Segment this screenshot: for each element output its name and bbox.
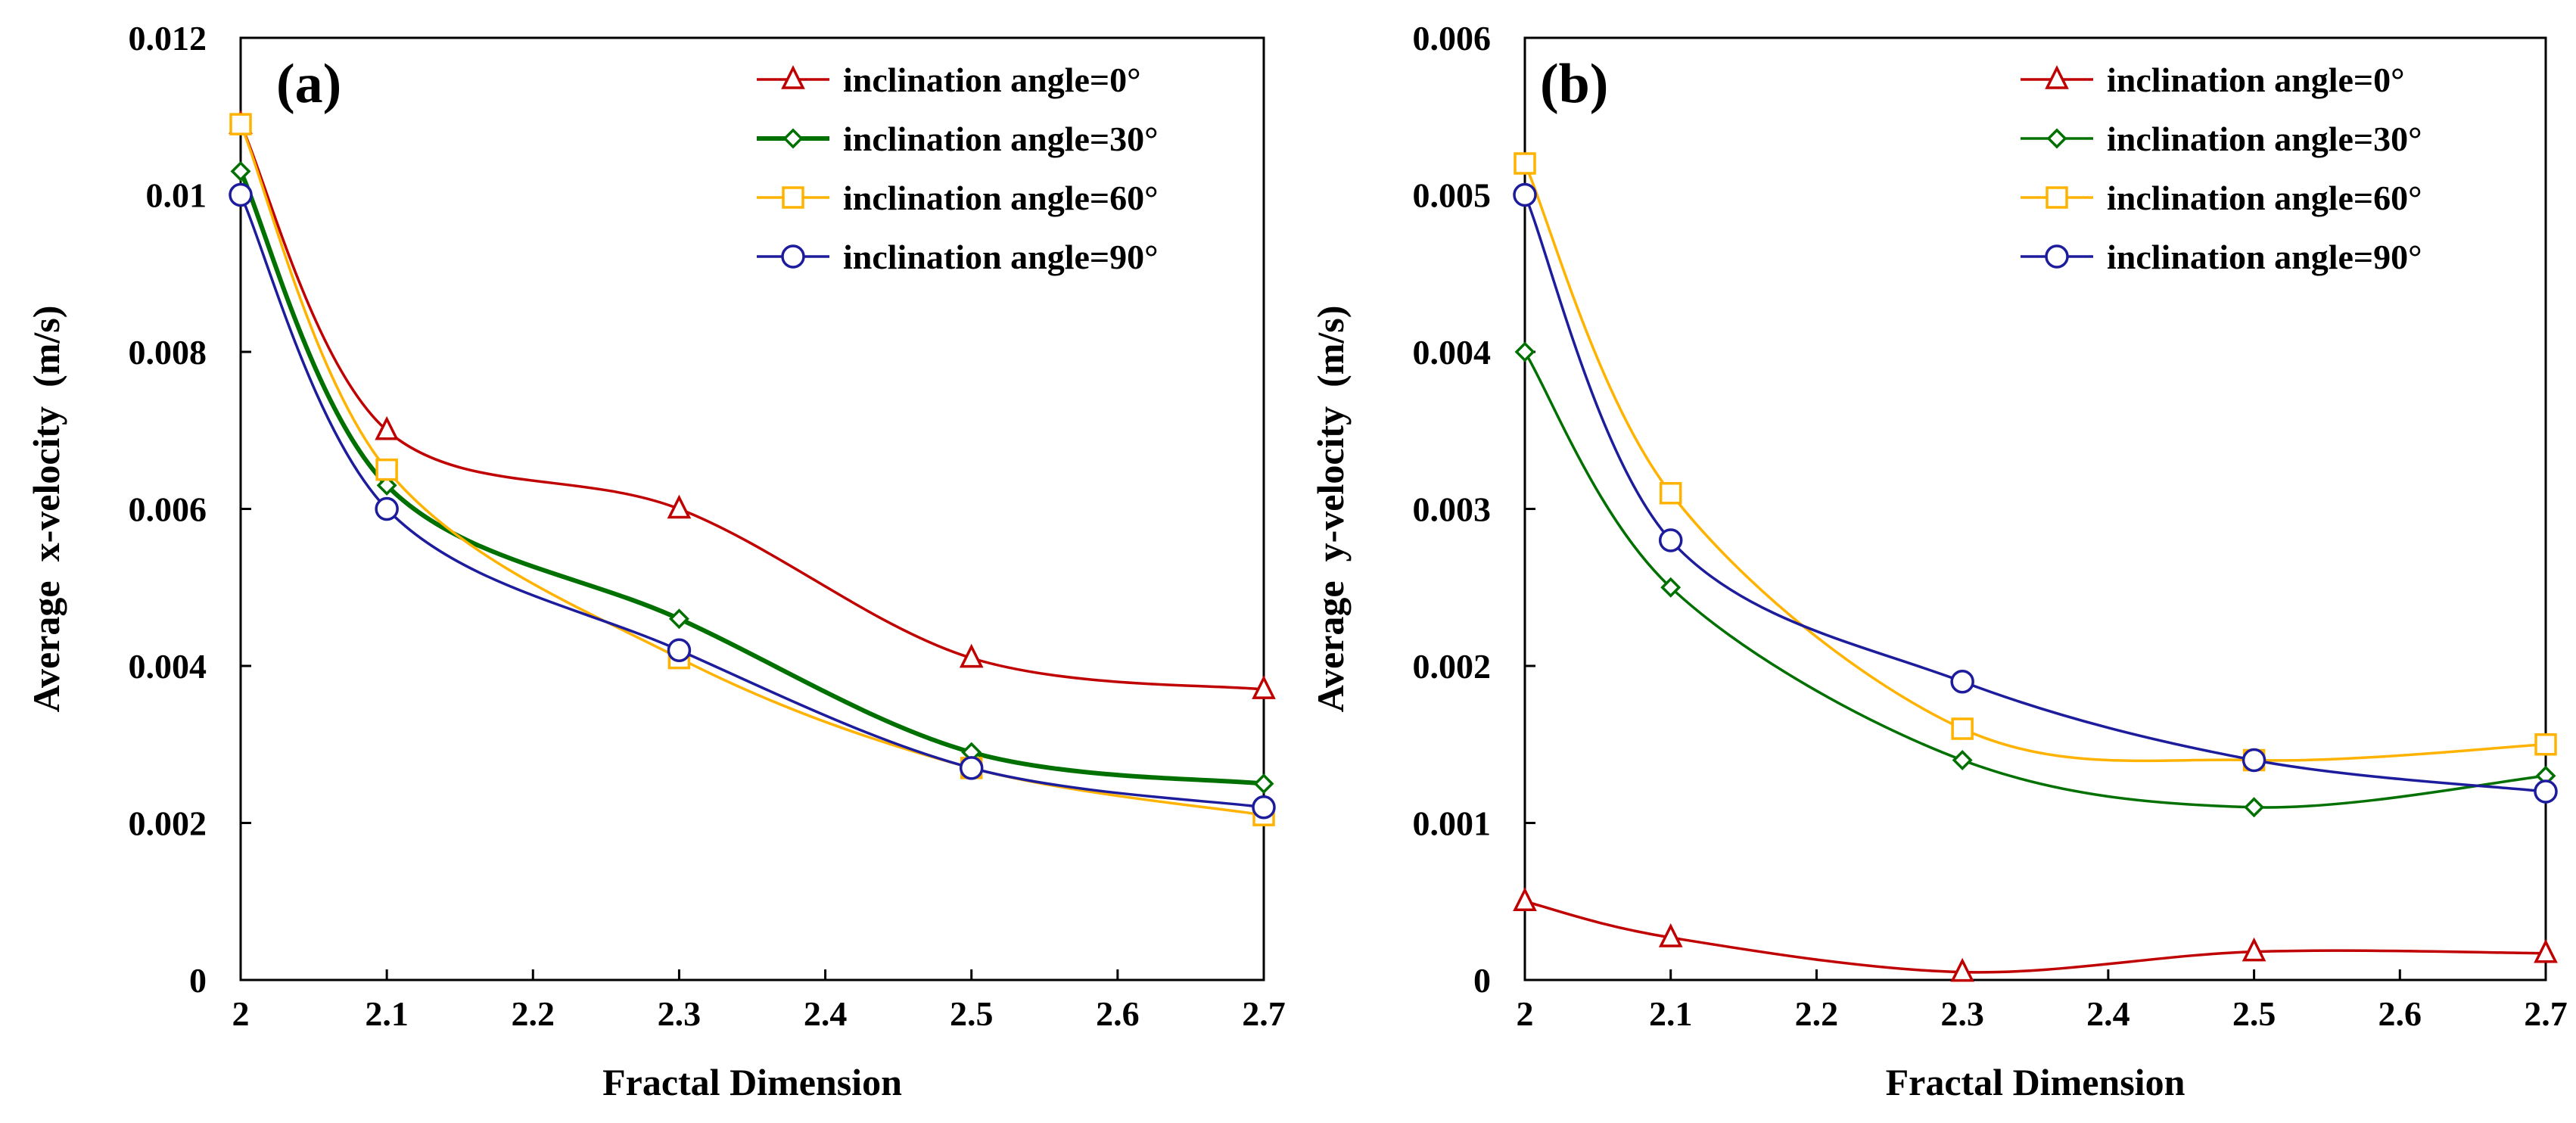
y-tick-label: 0: [1473, 961, 1491, 1000]
legend-label: inclination angle=30°: [843, 120, 1159, 158]
data-point: [1658, 923, 1683, 947]
panel-label: (b): [1540, 53, 1608, 115]
series-1: [1513, 887, 2558, 982]
x-tick-label: 2.2: [1795, 994, 1839, 1033]
data-point: [1952, 750, 1973, 770]
y-tick-label: 0.004: [1413, 333, 1492, 372]
y-tick-label: 0.002: [129, 804, 207, 843]
data-point: [2534, 938, 2558, 963]
x-tick-label: 2.3: [658, 994, 702, 1033]
data-point: [2534, 733, 2557, 756]
y-tick-label: 0.008: [129, 333, 207, 372]
data-point: [1252, 675, 1276, 699]
y-axis-title: Average y-velocity (m/s): [1309, 306, 1352, 713]
y-tick-label: 0.012: [129, 19, 207, 58]
y-tick-label: 0.001: [1413, 804, 1492, 843]
legend-marker: [2046, 186, 2068, 209]
data-point: [959, 756, 984, 780]
data-point: [2242, 748, 2266, 773]
series-2: [1514, 341, 2556, 818]
x-tick-label: 2.5: [2232, 994, 2276, 1033]
data-point: [375, 415, 399, 440]
legend-label: inclination angle=90°: [843, 238, 1159, 276]
data-point: [1513, 182, 1537, 207]
x-tick-label: 2.3: [1940, 994, 1984, 1033]
x-tick-label: 2.1: [1649, 994, 1693, 1033]
series-3: [229, 113, 1275, 826]
x-tick-label: 2.5: [950, 994, 994, 1033]
y-tick-label: 0.004: [129, 647, 207, 686]
data-point: [1514, 152, 1536, 175]
data-point: [375, 496, 399, 521]
chart-panel-b: 2 2.1 2.2 2.3 2.4 2.5 2.6 2.7 0 0.001 0.002 0.003 0.…: [1309, 19, 2568, 1103]
data-point: [667, 638, 692, 662]
x-tick-label: 2: [1517, 994, 1534, 1033]
x-axis-title: Fractal Dimension: [602, 1061, 902, 1103]
y-tick-label: 0: [189, 961, 207, 1000]
legend: inclination angle=0° inclination angle=30…: [757, 61, 1159, 276]
legend: inclination angle=0° inclination angle=30…: [2021, 61, 2422, 276]
y-tick-label: 0.006: [1413, 19, 1492, 58]
series-line: [1523, 351, 2546, 809]
x-tick-label: 2.1: [365, 994, 409, 1033]
series-4: [1513, 182, 2558, 804]
data-point: [229, 182, 253, 207]
data-point: [1660, 577, 1682, 598]
legend-marker: [2045, 65, 2069, 89]
legend-marker: [782, 128, 804, 149]
data-point: [1253, 773, 1274, 795]
data-point: [1951, 717, 1974, 740]
legend-marker: [2045, 244, 2069, 269]
y-tick-label: 0.01: [146, 176, 207, 215]
legend-label: inclination angle=90°: [2107, 238, 2422, 276]
data-point: [959, 643, 984, 668]
y-axis-title: Average x-velocity (m/s): [25, 306, 67, 713]
legend-label: inclination angle=60°: [2107, 179, 2422, 217]
legend-label: inclination angle=60°: [843, 179, 1159, 217]
chart-panel-a: 2 2.1 2.2 2.3 2.4 2.5 2.6 2.7 0 0.002 0.004 0.006 0.…: [25, 19, 1286, 1103]
x-axis-title: Fractal Dimension: [1886, 1061, 2186, 1103]
series-4: [229, 182, 1276, 820]
series-line: [1524, 900, 2546, 974]
series-line: [1523, 163, 2546, 763]
x-tick-label: 2.6: [2378, 994, 2422, 1033]
legend-marker: [781, 65, 805, 89]
data-point: [1252, 795, 1276, 820]
data-point: [1950, 957, 1974, 982]
legend-label: inclination angle=0°: [2107, 61, 2405, 99]
data-point: [1514, 341, 1535, 362]
data-point: [1658, 528, 1683, 552]
x-tick-label: 2.7: [2524, 994, 2568, 1033]
data-point: [2242, 937, 2266, 962]
data-point: [2244, 797, 2265, 818]
data-point: [376, 474, 397, 496]
y-tick-label: 0.006: [129, 490, 207, 529]
data-point: [1513, 887, 1537, 911]
x-tick-label: 2.4: [2086, 994, 2130, 1033]
legend-marker: [781, 244, 805, 269]
y-tick-label: 0.005: [1413, 176, 1492, 215]
data-point: [229, 113, 252, 135]
x-tick-label: 2.4: [804, 994, 848, 1033]
data-point: [1950, 670, 1974, 694]
data-point: [2534, 779, 2558, 804]
y-tick-label: 0.002: [1413, 647, 1492, 686]
data-point: [668, 608, 689, 630]
data-point: [1659, 482, 1682, 505]
x-tick-label: 2.2: [512, 994, 555, 1033]
legend-marker: [782, 186, 804, 209]
legend-label: inclination angle=30°: [2107, 120, 2422, 158]
x-tick-label: 2.7: [1242, 994, 1286, 1033]
y-tick-label: 0.003: [1413, 490, 1492, 529]
series-line: [1523, 194, 2546, 793]
legend-marker: [2046, 128, 2067, 149]
legend-label: inclination angle=0°: [843, 61, 1141, 99]
x-tick-label: 2: [232, 994, 250, 1033]
data-point: [230, 160, 251, 182]
x-tick-label: 2.6: [1096, 994, 1140, 1033]
panel-label: (a): [276, 53, 341, 115]
data-point: [667, 494, 692, 519]
data-point: [375, 458, 398, 481]
